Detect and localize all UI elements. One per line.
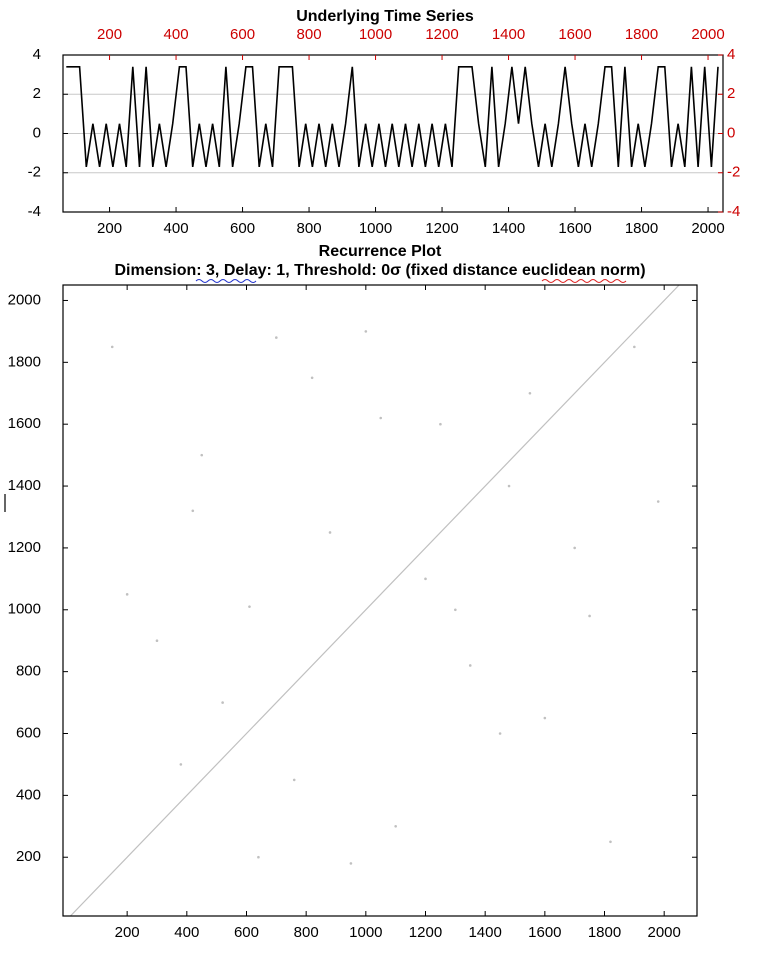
recurrence-point <box>656 500 660 503</box>
recurrence-point <box>588 614 591 618</box>
x-tick-label: 1200 <box>425 220 458 237</box>
recurrence-point <box>155 639 159 643</box>
x-tick-label: 1200 <box>409 924 442 941</box>
x2-tick-label: 1000 <box>359 26 392 43</box>
y-tick-label: 600 <box>16 724 41 741</box>
recurrence-point <box>468 664 472 667</box>
recurrence-point <box>454 608 457 612</box>
recurrence-point <box>257 855 260 859</box>
x-tick-label: 1800 <box>625 220 658 237</box>
y-tick-label: 2 <box>33 85 41 102</box>
recurrence-point <box>292 778 296 782</box>
x-tick-label: 1600 <box>528 924 561 941</box>
recurrence-point <box>424 577 427 581</box>
x-tick-label: 200 <box>97 220 122 237</box>
recurrence-point <box>310 376 314 380</box>
x-tick-label: 1400 <box>468 924 501 941</box>
x2-tick-label: 600 <box>230 26 255 43</box>
y-tick-label: 4 <box>33 46 41 63</box>
chart-title: Recurrence Plot <box>319 243 442 260</box>
recurrence-point <box>179 763 183 766</box>
x-tick-label: 1800 <box>588 924 621 941</box>
y-tick-label: 1800 <box>8 353 41 370</box>
x-tick-label: 200 <box>115 924 140 941</box>
plot-frame <box>62 284 698 917</box>
y-tick-label: -4 <box>28 203 41 220</box>
recurrence-point <box>379 416 383 420</box>
recurrence-point <box>573 546 576 550</box>
x-tick-label: 400 <box>164 220 189 237</box>
x2-tick-label: 1800 <box>625 26 658 43</box>
recurrence-point <box>328 531 332 534</box>
y-tick-label: 1000 <box>8 601 41 618</box>
y-tick-label: 0 <box>33 124 41 141</box>
recurrence-point <box>633 345 636 349</box>
x-tick-label: 2000 <box>647 924 680 941</box>
recurrence-point <box>364 330 368 333</box>
recurrence-point <box>498 732 502 735</box>
recurrence-point <box>349 862 353 865</box>
recurrence-point <box>110 345 114 349</box>
y-tick-label: 1400 <box>8 477 41 494</box>
recurrence-point <box>528 391 532 395</box>
y-tick-label: 200 <box>16 848 41 865</box>
y-tick-label: 1200 <box>8 539 41 556</box>
recurrence-point <box>609 840 612 844</box>
y2-tick-label: 4 <box>727 46 735 63</box>
x-tick-label: 600 <box>234 924 259 941</box>
y2-tick-label: 2 <box>727 85 735 102</box>
y2-tick-label: -4 <box>727 203 740 220</box>
y-tick-label: -2 <box>28 164 41 181</box>
y-tick-label: 1600 <box>8 415 41 432</box>
chart-title: Underlying Time Series <box>296 8 474 25</box>
x-tick-label: 2000 <box>691 220 724 237</box>
y-tick-label: 800 <box>16 663 41 680</box>
y2-tick-label: -2 <box>727 164 740 181</box>
y-tick-label: 400 <box>16 786 41 803</box>
recurrence-point <box>125 593 129 596</box>
x-tick-label: 600 <box>230 220 255 237</box>
x2-tick-label: 200 <box>97 26 122 43</box>
x2-tick-label: 1400 <box>492 26 525 43</box>
recurrence-point <box>191 509 195 513</box>
recurrence-point <box>543 716 547 720</box>
x2-tick-label: 400 <box>164 26 189 43</box>
x-tick-label: 1600 <box>558 220 591 237</box>
x2-tick-label: 1200 <box>425 26 458 43</box>
x-tick-label: 1000 <box>359 220 392 237</box>
x-tick-label: 1000 <box>349 924 382 941</box>
series-line <box>66 66 719 168</box>
x2-tick-label: 1600 <box>558 26 591 43</box>
y2-tick-label: 0 <box>727 124 735 141</box>
x-tick-label: 800 <box>294 924 319 941</box>
recurrence-point <box>248 605 251 608</box>
recurrence-point <box>221 701 224 704</box>
recurrence-point <box>394 824 397 828</box>
recurrence-point <box>275 336 278 339</box>
recurrence-point <box>507 484 511 488</box>
x-tick-label: 800 <box>297 220 322 237</box>
spellcheck-underline <box>541 279 627 283</box>
x2-tick-label: 2000 <box>691 26 724 43</box>
x-tick-label: 400 <box>174 924 199 941</box>
recurrence-point <box>200 453 204 457</box>
x-tick-label: 1400 <box>492 220 525 237</box>
y-tick-label: 2000 <box>8 291 41 308</box>
line-of-identity <box>70 284 680 917</box>
spellcheck-underline <box>195 279 257 283</box>
chart-subtitle: Dimension: 3, Delay: 1, Threshold: 0σ (f… <box>114 262 645 279</box>
recurrence-point <box>439 422 442 426</box>
x2-tick-label: 800 <box>297 26 322 43</box>
